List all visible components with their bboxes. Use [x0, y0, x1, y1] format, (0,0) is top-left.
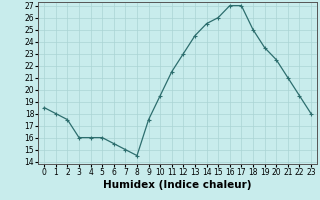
X-axis label: Humidex (Indice chaleur): Humidex (Indice chaleur): [103, 180, 252, 190]
